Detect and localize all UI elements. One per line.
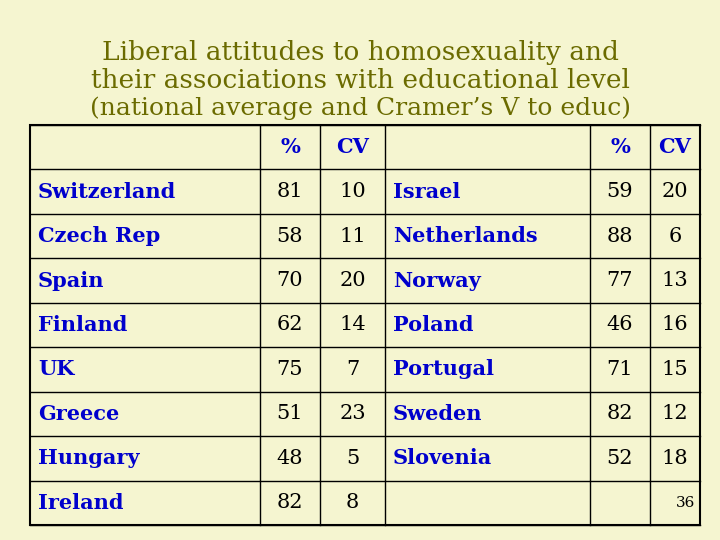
Text: Portugal: Portugal <box>393 360 494 380</box>
Text: 70: 70 <box>276 271 303 290</box>
Text: 15: 15 <box>662 360 688 379</box>
Text: Finland: Finland <box>38 315 127 335</box>
Text: Liberal attitudes to homosexuality and: Liberal attitudes to homosexuality and <box>102 40 618 65</box>
Text: 16: 16 <box>662 315 688 334</box>
Text: 7: 7 <box>346 360 359 379</box>
Text: Hungary: Hungary <box>38 448 140 468</box>
Bar <box>30 125 700 525</box>
Text: 71: 71 <box>607 360 634 379</box>
Text: 62: 62 <box>276 315 303 334</box>
Text: 88: 88 <box>607 227 634 246</box>
Text: %: % <box>610 137 630 157</box>
Text: Slovenia: Slovenia <box>393 448 492 468</box>
Text: 11: 11 <box>339 227 366 246</box>
Text: 14: 14 <box>339 315 366 334</box>
Text: Spain: Spain <box>38 271 104 291</box>
Text: 8: 8 <box>346 493 359 512</box>
Text: 13: 13 <box>662 271 688 290</box>
Text: 10: 10 <box>339 182 366 201</box>
Text: UK: UK <box>38 360 74 380</box>
Text: Netherlands: Netherlands <box>393 226 538 246</box>
Text: Israel: Israel <box>393 181 460 201</box>
Text: 81: 81 <box>276 182 303 201</box>
Text: Czech Rep: Czech Rep <box>38 226 161 246</box>
Text: CV: CV <box>659 137 691 157</box>
Text: 82: 82 <box>276 493 303 512</box>
Text: Switzerland: Switzerland <box>38 181 176 201</box>
Text: Norway: Norway <box>393 271 481 291</box>
Text: Sweden: Sweden <box>393 404 482 424</box>
Text: their associations with educational level: their associations with educational leve… <box>91 68 629 93</box>
Text: 52: 52 <box>607 449 634 468</box>
Text: 75: 75 <box>276 360 303 379</box>
Text: 5: 5 <box>346 449 359 468</box>
Text: 48: 48 <box>276 449 303 468</box>
Text: 20: 20 <box>662 182 688 201</box>
Text: 18: 18 <box>662 449 688 468</box>
Text: 20: 20 <box>339 271 366 290</box>
Text: 82: 82 <box>607 404 634 423</box>
Text: (national average and Cramer’s V to educ): (national average and Cramer’s V to educ… <box>89 96 631 119</box>
Text: 23: 23 <box>339 404 366 423</box>
Text: 6: 6 <box>668 227 682 246</box>
Text: 59: 59 <box>607 182 634 201</box>
Text: 77: 77 <box>607 271 634 290</box>
Text: 51: 51 <box>276 404 303 423</box>
Text: Greece: Greece <box>38 404 120 424</box>
Text: 58: 58 <box>276 227 303 246</box>
Text: 46: 46 <box>607 315 634 334</box>
Text: 36: 36 <box>675 496 695 510</box>
Text: Ireland: Ireland <box>38 493 124 513</box>
Text: %: % <box>280 137 300 157</box>
Text: 12: 12 <box>662 404 688 423</box>
Text: Poland: Poland <box>393 315 474 335</box>
Text: CV: CV <box>336 137 369 157</box>
